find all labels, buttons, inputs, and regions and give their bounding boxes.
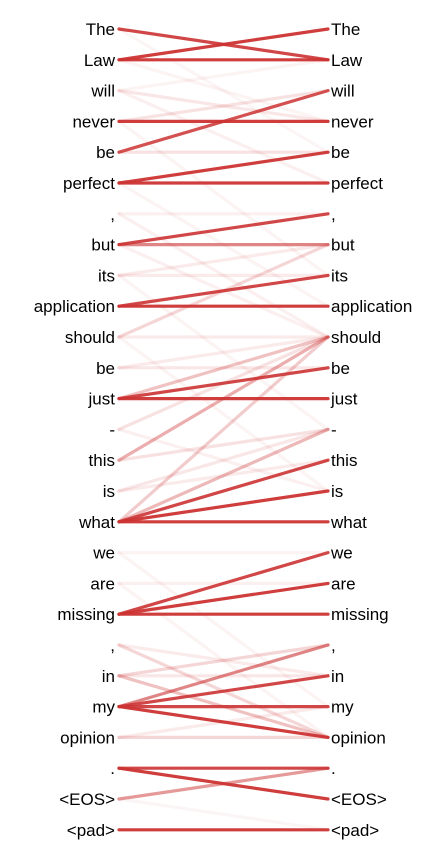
attention-link <box>117 643 330 709</box>
source-token[interactable]: just <box>88 390 116 409</box>
source-token[interactable]: missing <box>57 605 115 624</box>
attention-link <box>117 273 330 308</box>
attention-link <box>117 243 330 277</box>
attention-link <box>117 88 330 124</box>
attention-link <box>117 550 330 616</box>
target-token[interactable]: my <box>331 698 354 717</box>
target-token[interactable]: be <box>331 143 350 162</box>
target-token[interactable]: never <box>331 112 374 131</box>
attention-link <box>117 27 330 62</box>
attention-link <box>117 643 330 678</box>
attention-link <box>117 27 330 154</box>
attention-link <box>117 150 330 185</box>
attention-link <box>117 335 330 462</box>
target-token[interactable]: Law <box>331 51 363 70</box>
source-token[interactable]: - <box>109 420 115 439</box>
attention-link <box>117 427 330 493</box>
source-tokens: The Law will never be perfect, but its applicati… <box>34 20 116 840</box>
attention-link <box>117 212 330 339</box>
target-token[interactable]: , <box>331 636 336 655</box>
source-token[interactable]: my <box>92 698 115 717</box>
target-token[interactable]: in <box>331 667 344 686</box>
source-token[interactable]: perfect <box>63 174 115 193</box>
target-token[interactable]: The <box>331 20 360 39</box>
target-token[interactable]: are <box>331 574 356 593</box>
source-token[interactable]: we <box>92 544 115 563</box>
source-token[interactable]: what <box>78 513 115 532</box>
source-token[interactable]: opinion <box>60 728 115 747</box>
source-token[interactable]: this <box>89 451 115 470</box>
source-token[interactable]: be <box>96 143 115 162</box>
source-token[interactable]: will <box>90 82 115 101</box>
attention-link <box>117 335 330 431</box>
target-token[interactable]: be <box>331 359 350 378</box>
target-token[interactable]: application <box>331 297 412 316</box>
source-token[interactable]: , <box>110 636 115 655</box>
attention-links <box>117 27 330 832</box>
attention-link <box>117 458 330 524</box>
attention-link <box>117 704 330 740</box>
attention-link <box>117 458 330 493</box>
attention-link <box>117 58 330 124</box>
source-token[interactable]: <EOS> <box>59 790 115 809</box>
attention-link <box>117 58 330 93</box>
target-token[interactable]: we <box>330 544 353 563</box>
attention-link <box>117 427 330 462</box>
target-token[interactable]: - <box>331 420 337 439</box>
target-token[interactable]: . <box>331 759 336 778</box>
attention-link <box>117 427 330 524</box>
attention-link <box>117 489 330 524</box>
attention-link <box>117 119 330 277</box>
target-token[interactable]: should <box>331 328 381 347</box>
attention-link <box>117 88 330 185</box>
attention-link <box>117 335 330 493</box>
attention-link <box>117 88 330 154</box>
source-token[interactable]: but <box>91 236 115 255</box>
source-token[interactable]: , <box>110 205 115 224</box>
target-token[interactable]: but <box>331 236 355 255</box>
attention-link <box>117 88 330 124</box>
source-token[interactable]: be <box>96 359 115 378</box>
attention-link <box>117 335 330 401</box>
attention-link <box>117 797 330 832</box>
source-token[interactable]: . <box>110 759 115 778</box>
target-token[interactable]: <pad> <box>331 821 379 840</box>
attention-link <box>117 427 330 493</box>
target-token[interactable]: its <box>331 266 348 285</box>
target-token[interactable]: what <box>330 513 367 532</box>
target-token[interactable]: this <box>331 451 357 470</box>
target-token[interactable]: is <box>331 482 343 501</box>
source-token[interactable]: in <box>102 667 115 686</box>
source-token[interactable]: The <box>86 20 115 39</box>
attention-link <box>117 581 330 616</box>
source-token[interactable]: is <box>103 482 115 501</box>
target-token[interactable]: , <box>331 205 336 224</box>
source-token[interactable]: should <box>65 328 115 347</box>
source-token[interactable]: Law <box>84 51 116 70</box>
target-tokens: The Law will never be perfect, but its applicati… <box>330 20 412 840</box>
attention-link <box>117 212 330 247</box>
attention-link <box>117 643 330 678</box>
target-token[interactable]: will <box>330 82 355 101</box>
attention-link <box>117 704 330 740</box>
attention-link <box>117 674 330 709</box>
attention-link <box>117 335 330 370</box>
attention-link <box>117 766 330 801</box>
attention-link <box>117 366 330 401</box>
source-token[interactable]: application <box>34 297 115 316</box>
target-token[interactable]: <EOS> <box>331 790 387 809</box>
target-token[interactable]: just <box>330 390 358 409</box>
attention-link <box>117 335 330 524</box>
target-token[interactable]: opinion <box>331 728 386 747</box>
target-token[interactable]: perfect <box>331 174 383 193</box>
target-token[interactable]: missing <box>331 605 389 624</box>
source-token[interactable]: its <box>98 266 115 285</box>
source-token[interactable]: never <box>72 112 115 131</box>
source-token[interactable]: <pad> <box>67 821 115 840</box>
attention-link <box>117 243 330 339</box>
source-token[interactable]: are <box>90 574 115 593</box>
